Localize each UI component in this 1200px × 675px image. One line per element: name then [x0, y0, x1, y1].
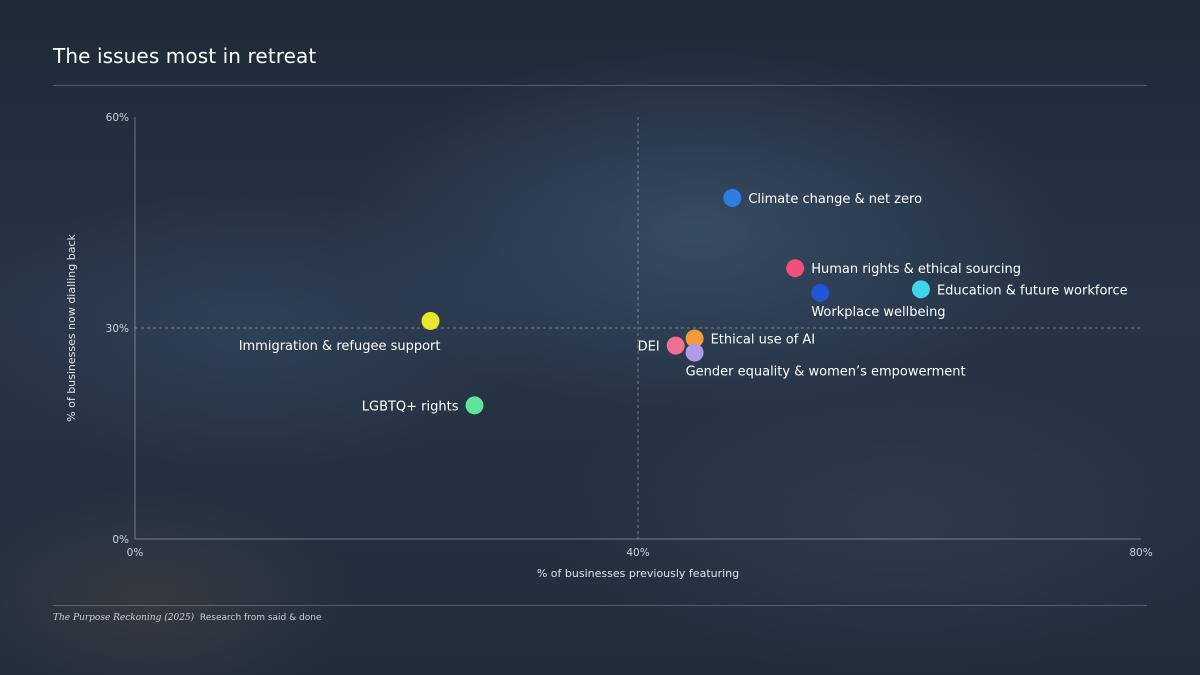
data-point: [465, 396, 484, 415]
data-point: [911, 280, 930, 299]
x-axis-title: % of businesses previously featuring: [537, 567, 739, 580]
data-point: [685, 329, 704, 348]
data-point: [685, 343, 704, 362]
y-axis-title: % of businesses now dialling back: [65, 234, 78, 422]
source-publication: The Purpose Reckoning (2025): [53, 613, 195, 623]
data-point: [666, 336, 685, 355]
data-point-label: DEI: [638, 340, 660, 355]
data-point: [723, 188, 742, 207]
data-point-label: Human rights & ethical sourcing: [811, 262, 1021, 277]
y-tick-label: 0%: [112, 534, 129, 546]
source-line: The Purpose Reckoning (2025) Research fr…: [53, 613, 321, 623]
title-divider: [53, 85, 1147, 86]
x-tick-label: 80%: [1129, 547, 1152, 559]
data-point-label: Ethical use of AI: [711, 333, 816, 348]
data-point: [811, 283, 830, 302]
data-point-label: LGBTQ+ rights: [362, 399, 459, 414]
data-point-label: Climate change & net zero: [748, 192, 922, 207]
data-point: [786, 259, 805, 278]
y-tick-label: 60%: [106, 112, 129, 124]
chart-title: The issues most in retreat: [53, 44, 317, 68]
footer-divider: [53, 605, 1147, 606]
source-note: Research from said & done: [199, 613, 322, 623]
x-tick-label: 40%: [626, 547, 649, 559]
y-tick-label: 30%: [106, 323, 129, 335]
x-tick-label: 0%: [127, 547, 144, 559]
data-point-label: Immigration & refugee support: [239, 339, 441, 354]
data-point-label: Gender equality & women’s empowerment: [686, 365, 966, 380]
data-point-label: Education & future workforce: [937, 283, 1128, 298]
data-point: [421, 311, 440, 330]
data-point-label: Workplace wellbeing: [811, 305, 945, 320]
scatter-chart: 0% 30% 60% 0% 40% 80% % of businesses previous…: [65, 112, 1153, 580]
